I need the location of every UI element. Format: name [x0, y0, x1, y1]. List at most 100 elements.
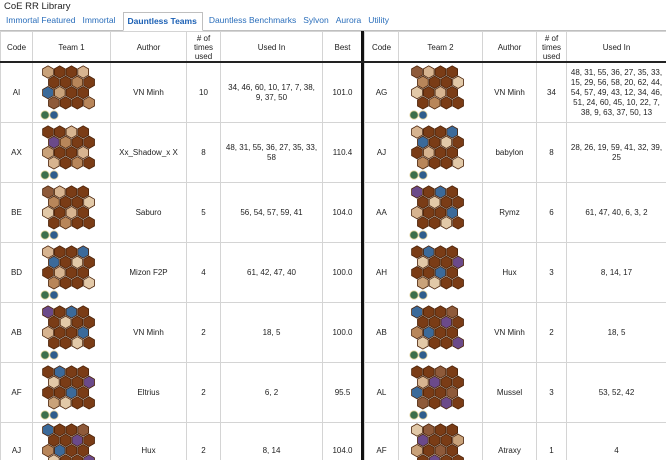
team-formation-image: [408, 244, 464, 300]
tab-bar: Immortal Featured Immortal Dauntless Tea…: [0, 12, 666, 31]
cell-used-in: 61, 42, 47, 40: [220, 242, 323, 303]
cell-best: 100.0: [322, 242, 363, 303]
header-code[interactable]: Code: [0, 31, 33, 63]
cell-author: VN Minh: [110, 62, 187, 123]
cell-best: 104.0: [322, 182, 363, 243]
cell-code: AL: [364, 362, 399, 423]
app-title: CoE RR Library: [4, 1, 71, 12]
table-row: AA Rymz 6 61, 47, 40, 6, 3, 2: [364, 182, 666, 243]
cell-used-in: 18, 5: [566, 302, 666, 363]
cell-used-in: 8, 14, 17: [566, 242, 666, 303]
cell-code: AJ: [0, 422, 33, 460]
header-divider: [0, 61, 666, 63]
table-row: AF Atraxy 1 4: [364, 422, 666, 460]
cell-best: 104.0: [322, 422, 363, 460]
cell-code: AX: [0, 122, 33, 183]
header-author[interactable]: Author: [110, 31, 187, 63]
teams-grid: Code Team 1 Author # of times used Used …: [0, 31, 666, 460]
tab-sylvon[interactable]: Sylvon: [303, 15, 329, 25]
tab-aurora[interactable]: Aurora: [335, 15, 362, 25]
cell-code: AI: [0, 62, 33, 123]
tab-immortal[interactable]: Immortal: [82, 15, 116, 25]
header-times-used[interactable]: # of times used: [536, 31, 567, 63]
header-author[interactable]: Author: [482, 31, 537, 63]
team-cell: [32, 302, 111, 363]
team-cell: [398, 422, 483, 460]
tab-dauntless-teams[interactable]: Dauntless Teams: [122, 12, 203, 31]
header-best[interactable]: Best: [322, 31, 363, 63]
table-row: AJ babylon 8 28, 26, 19, 59, 41, 32, 39, 25: [364, 122, 666, 183]
cell-author: Atraxy: [482, 422, 537, 460]
cell-code: AF: [0, 362, 33, 423]
cell-times: 2: [186, 302, 221, 363]
team-cell: [398, 122, 483, 183]
team-formation-image: [41, 423, 95, 460]
team-formation-image: [39, 364, 95, 420]
cell-used-in: 48, 31, 55, 36, 27, 35, 33, 58: [220, 122, 323, 183]
cell-code: AB: [364, 302, 399, 363]
table-row: AB VN Minh 2 18, 5 100.0: [0, 302, 363, 363]
team-cell: [398, 302, 483, 363]
tab-immortal-featured[interactable]: Immortal Featured: [6, 15, 76, 25]
table-row: AB VN Minh 2 18, 5: [364, 302, 666, 363]
cell-used-in: 18, 5: [220, 302, 323, 363]
table-row: AI VN Minh 10 34, 46, 60, 10, 17, 7, 38, 9,…: [0, 62, 363, 123]
cell-times: 3: [536, 242, 567, 303]
team-formation-image: [410, 423, 464, 460]
team1-table: Code Team 1 Author # of times used Used …: [0, 31, 363, 460]
header-times-used[interactable]: # of times used: [186, 31, 221, 63]
team-formation-image: [408, 64, 464, 120]
cell-author: babylon: [482, 122, 537, 183]
cell-author: Hux: [482, 242, 537, 303]
header-used-in[interactable]: Used In: [220, 31, 323, 63]
cell-code: BD: [0, 242, 33, 303]
team-formation-image: [39, 124, 95, 180]
cell-author: VN Minh: [110, 302, 187, 363]
team-cell: [398, 242, 483, 303]
cell-times: 6: [536, 182, 567, 243]
cell-code: AG: [364, 62, 399, 123]
cell-code: AB: [0, 302, 33, 363]
cell-used-in: 28, 26, 19, 59, 41, 32, 39, 25: [566, 122, 666, 183]
header-code[interactable]: Code: [364, 31, 399, 63]
cell-times: 34: [536, 62, 567, 123]
cell-best: 101.0: [322, 62, 363, 123]
cell-used-in: 48, 31, 55, 36, 27, 35, 33, 15, 29, 56, …: [566, 62, 666, 123]
team-cell: [32, 242, 111, 303]
cell-times: 8: [186, 122, 221, 183]
tab-utility[interactable]: Utility: [368, 15, 390, 25]
team-cell: [32, 362, 111, 423]
header-team2[interactable]: Team 2: [398, 31, 483, 63]
cell-used-in: 4: [566, 422, 666, 460]
header-team1[interactable]: Team 1: [32, 31, 111, 63]
table-divider: [361, 31, 364, 460]
header-used-in[interactable]: Used In: [566, 31, 666, 63]
cell-author: VN Minh: [482, 302, 537, 363]
team-cell: [398, 62, 483, 123]
cell-used-in: 56, 54, 57, 59, 41: [220, 182, 323, 243]
cell-times: 2: [186, 362, 221, 423]
cell-best: 110.4: [322, 122, 363, 183]
cell-times: 8: [536, 122, 567, 183]
table-row: AF Eltrius 2 6, 2 95.5: [0, 362, 363, 423]
team-formation-image: [408, 304, 464, 360]
cell-times: 1: [536, 422, 567, 460]
cell-author: Saburo: [110, 182, 187, 243]
team-cell: [32, 182, 111, 243]
cell-times: 2: [186, 422, 221, 460]
tab-dauntless-benchmarks[interactable]: Dauntless Benchmarks: [208, 15, 297, 25]
cell-author: Rymz: [482, 182, 537, 243]
cell-used-in: 61, 47, 40, 6, 3, 2: [566, 182, 666, 243]
cell-used-in: 8, 14: [220, 422, 323, 460]
table-row: AG VN Minh 34 48, 31, 55, 36, 27, 35, 33, 1…: [364, 62, 666, 123]
team-formation-image: [408, 364, 464, 420]
cell-best: 100.0: [322, 302, 363, 363]
cell-used-in: 34, 46, 60, 10, 17, 7, 38, 9, 37, 50: [220, 62, 323, 123]
table-row: AJ Hux 2 8, 14 104.0: [0, 422, 363, 460]
table-row: AH Hux 3 8, 14, 17: [364, 242, 666, 303]
cell-used-in: 6, 2: [220, 362, 323, 423]
team-formation-image: [39, 64, 95, 120]
team-formation-image: [408, 124, 464, 180]
team-cell: [398, 362, 483, 423]
team-cell: [32, 422, 111, 460]
